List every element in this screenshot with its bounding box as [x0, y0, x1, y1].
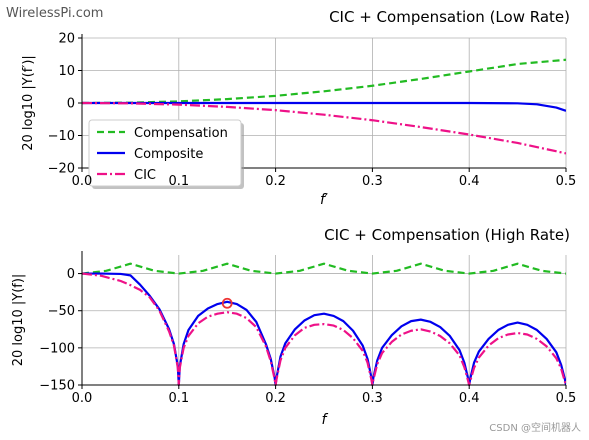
- legend: [88, 119, 244, 189]
- xtick-label: 0.4: [459, 174, 480, 189]
- ytick-label: −10: [48, 129, 75, 144]
- xtick-label: 0.5: [556, 174, 577, 189]
- series-line-cic: [82, 101, 566, 155]
- y-axis-label-2: 20 log10 |Y(f)|: [11, 274, 26, 367]
- grid-2: [81, 255, 567, 386]
- xtick-label: 0.1: [168, 391, 189, 406]
- axes-1: [78, 34, 567, 189]
- marker-point: [221, 297, 233, 309]
- ytick-label: 10: [58, 64, 75, 79]
- xtick-label: 0.3: [362, 391, 383, 406]
- watermark-top: WirelessPi.com: [6, 6, 104, 21]
- series-line-composite: [82, 272, 566, 387]
- ytick-label: 0: [67, 267, 75, 282]
- watermark-bottom: CSDN @空间机器人: [489, 423, 581, 434]
- series-line-cic: [82, 272, 566, 387]
- legend-label-composite: Composite: [134, 147, 203, 162]
- ytick-label: −150: [39, 379, 75, 394]
- legend-label-compensation: Compensation: [134, 126, 228, 141]
- xtick-label: 0.2: [265, 391, 286, 406]
- ytick-label: 0: [67, 97, 75, 112]
- xtick-label: 0.0: [72, 174, 93, 189]
- series-line-composite: [82, 101, 566, 112]
- ytick-label: 20: [58, 32, 75, 47]
- chart-title-1: CIC + Compensation (Low Rate): [329, 8, 570, 26]
- xtick-label: 0.2: [265, 174, 286, 189]
- xtick-label: 0.3: [362, 174, 383, 189]
- xtick-label: 0.1: [168, 174, 189, 189]
- legend-box: [88, 119, 242, 187]
- chart-title-2: CIC + Compensation (High Rate): [324, 226, 570, 244]
- series-line-compensation: [82, 262, 566, 275]
- series-line-compensation: [82, 58, 566, 105]
- x-axis-label-1: f′: [320, 192, 329, 208]
- legend-label-cic: CIC: [134, 168, 156, 183]
- xtick-label: 0.5: [556, 391, 577, 406]
- y-axis-label-1: 20 log10 |Y(f′)|: [21, 55, 36, 151]
- ytick-label: −20: [48, 162, 75, 177]
- xtick-label: 0.4: [459, 391, 480, 406]
- ytick-label: −100: [39, 341, 75, 356]
- x-axis-label-2: f: [322, 412, 329, 428]
- axes-2: [78, 251, 567, 389]
- xtick-label: 0.0: [72, 391, 93, 406]
- ytick-label: −50: [48, 304, 75, 319]
